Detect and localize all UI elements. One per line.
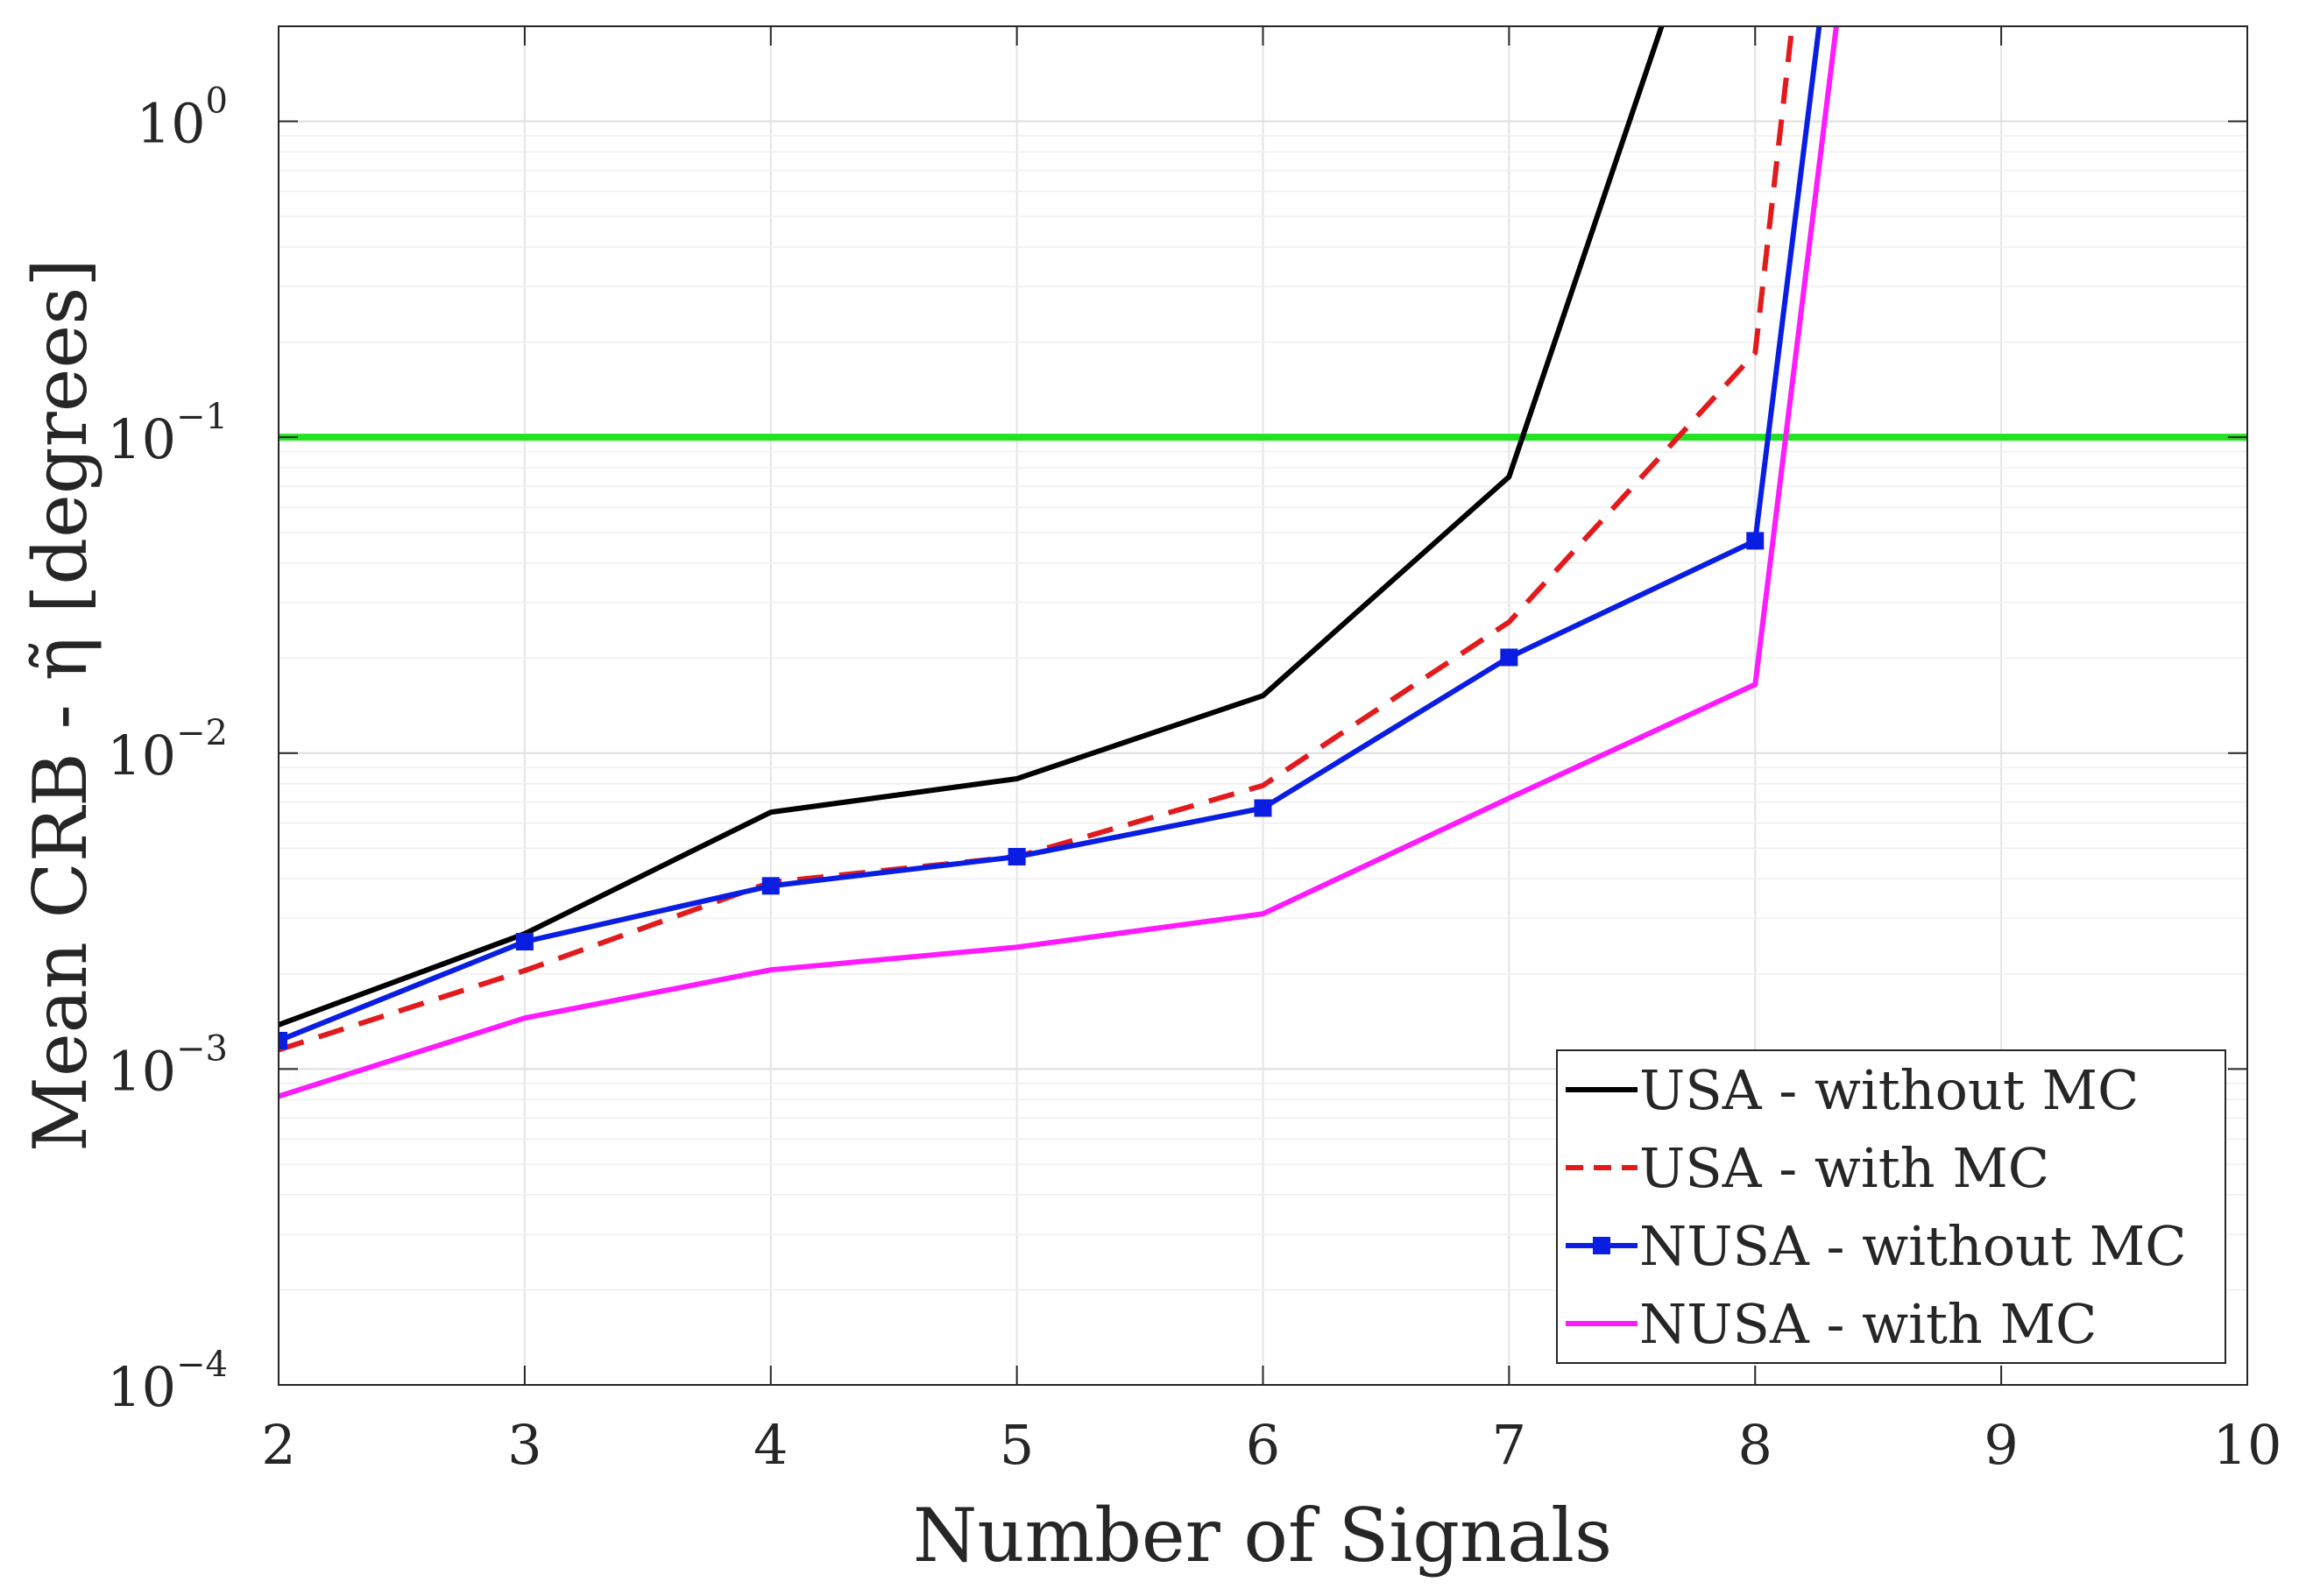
y-tick-label: 10−4 (107, 1345, 228, 1419)
series-line-3 (279, 26, 1822, 1043)
legend: USA - without MC USA - with MC NUSA - with… (1556, 1049, 2226, 1364)
y-axis-label: Mean CRB - η̃ [degrees] (18, 258, 103, 1152)
x-tick-label: 6 (1246, 1413, 1280, 1477)
x-tick-label: 8 (1738, 1413, 1772, 1477)
legend-label-3: NUSA - without MC (1639, 1214, 2187, 1278)
series-marker (279, 1031, 287, 1049)
x-tick-label: 7 (1492, 1413, 1526, 1477)
series-marker (515, 933, 534, 951)
series-line-4 (279, 26, 1839, 1099)
x-tick-label: 3 (507, 1413, 541, 1477)
series-marker (1500, 648, 1518, 667)
series-group (279, 26, 1839, 1099)
x-tick-label: 10 (2213, 1413, 2282, 1477)
series-marker (1254, 799, 1272, 817)
y-tick-label: 10−1 (107, 397, 228, 471)
legend-box (1556, 1049, 2226, 1364)
x-tick-label: 9 (1984, 1413, 2018, 1477)
x-tick-label: 5 (1000, 1413, 1034, 1477)
x-tick-label: 2 (261, 1413, 295, 1477)
series-marker (761, 877, 780, 895)
y-tick-label: 100 (137, 81, 228, 156)
series-marker (1008, 848, 1026, 866)
legend-label-1: USA - without MC (1639, 1058, 2139, 1122)
axis-ticks: 2 3 4 5 6 7 8 9 10 10−4 10−3 10−2 10−1 100 (107, 26, 2281, 1477)
y-tick-label: 10−2 (107, 713, 228, 787)
series-line-2 (279, 26, 1795, 1053)
x-tick-label: 4 (753, 1413, 788, 1477)
series-marker (1746, 532, 1765, 550)
legend-marker (1593, 1237, 1610, 1254)
legend-label-4: NUSA - with MC (1639, 1292, 2097, 1356)
legend-label-2: USA - with MC (1639, 1136, 2049, 1200)
x-axis-label: Number of Signals (913, 1493, 1612, 1578)
y-tick-label: 10−3 (107, 1028, 228, 1103)
